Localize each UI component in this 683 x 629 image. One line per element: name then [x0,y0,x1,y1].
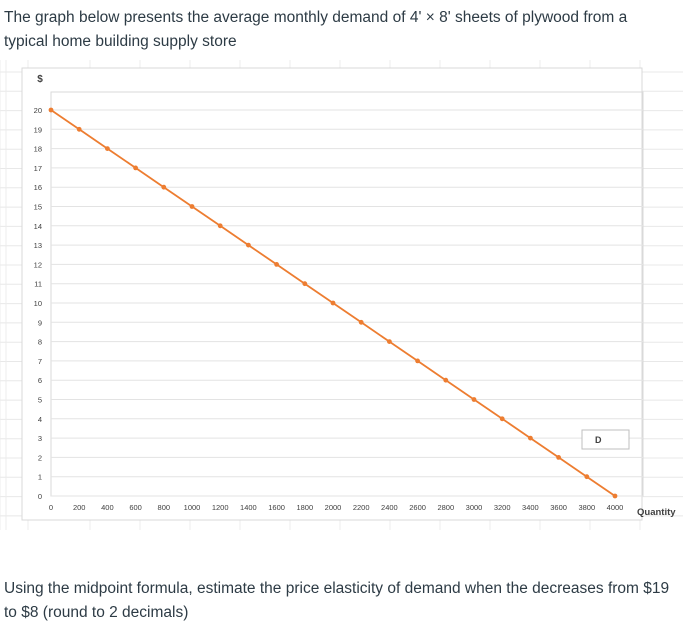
data-point [105,146,110,151]
x-tick-label: 2400 [381,503,398,512]
y-tick-label: 6 [38,376,42,385]
x-axis-label: Quantity [637,507,676,518]
y-tick-label: 16 [34,183,42,192]
x-tick-label: 3600 [550,503,567,512]
y-tick-label: 18 [34,145,42,154]
question-text: Using the midpoint formula, estimate the… [4,580,670,621]
y-tick-label: 13 [34,241,42,250]
y-tick-label: 14 [34,222,42,231]
x-tick-label: 1800 [296,503,313,512]
x-tick-label: 2800 [437,503,454,512]
data-point [189,204,195,209]
y-tick-label: 15 [34,203,42,212]
data-point [387,339,392,344]
y-tick-label: 20 [34,106,42,115]
data-point [217,223,223,229]
y-tick-label: 0 [38,492,42,501]
data-point [358,319,364,325]
y-tick-label: 17 [34,164,42,173]
x-tick-label: 1200 [212,503,229,512]
y-tick-label: 2 [38,453,42,462]
y-tick-label: 1 [38,473,42,482]
x-tick-label: 1600 [268,503,285,512]
data-point [443,377,449,383]
x-tick-label: 1000 [184,503,201,512]
data-point [556,455,561,460]
y-tick-label: 3 [38,434,42,443]
data-point [584,474,590,480]
x-tick-label: 1400 [240,503,257,512]
data-point [48,107,54,113]
data-point [612,493,618,499]
x-tick-label: 200 [73,503,86,512]
x-tick-label: 3000 [466,503,483,512]
y-tick-label: 19 [34,125,42,134]
y-tick-label: 7 [38,357,42,366]
x-tick-label: 800 [158,503,171,512]
data-point [471,397,477,402]
y-tick-label: 8 [38,338,42,347]
x-tick-label: 2600 [409,503,426,512]
data-point [133,165,139,171]
x-tick-label: 3200 [494,503,511,512]
y-tick-label: 5 [38,396,42,405]
data-point [330,300,336,306]
x-tick-label: 4000 [607,503,624,512]
data-point [302,281,308,287]
y-tick-label: 9 [38,318,42,327]
x-tick-label: 0 [49,503,53,512]
x-tick-label: 600 [129,503,142,512]
data-point [274,262,279,267]
x-tick-label: 3800 [578,503,595,512]
data-point [161,184,167,190]
data-point [528,435,533,441]
x-tick-label: 2200 [353,503,370,512]
x-tick-label: 3400 [522,503,539,512]
data-point [499,416,505,422]
data-point [246,242,251,248]
y-tick-label: 12 [34,260,42,269]
data-point [415,358,420,364]
y-tick-label: 4 [38,415,42,424]
series-label-box [581,429,630,450]
x-tick-label: 2000 [325,503,342,512]
data-point [76,126,82,132]
intro-text: The graph below presents the average mon… [4,9,628,50]
y-tick-label: 10 [34,299,42,308]
series-label: D [595,435,602,445]
y-axis-label: $ [37,74,43,85]
y-tick-label: 11 [34,280,42,289]
x-tick-label: 400 [101,503,114,512]
